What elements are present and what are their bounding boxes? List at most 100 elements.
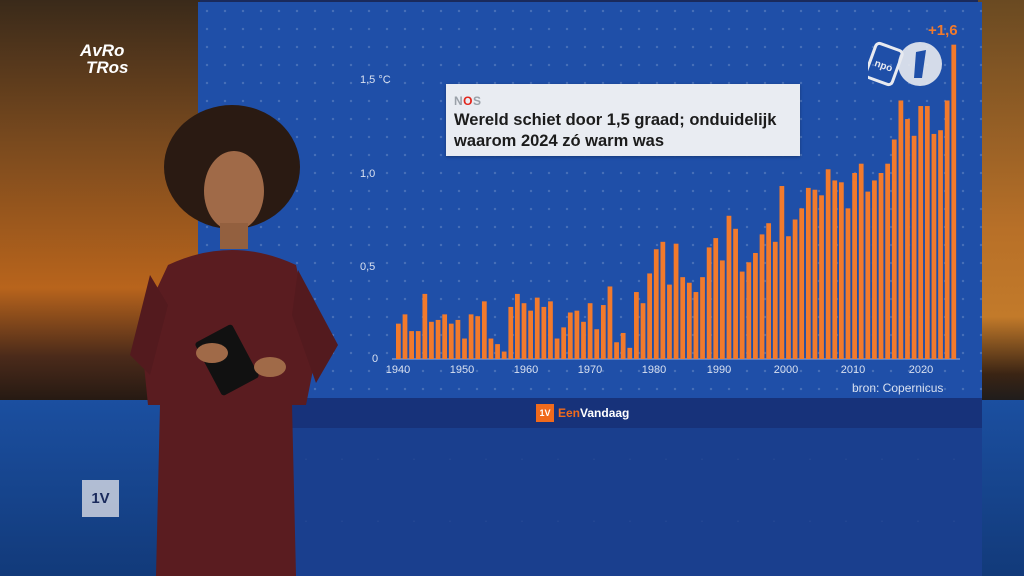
- bar-1947: [442, 314, 448, 359]
- bar-2017: [905, 119, 910, 359]
- bar-1981: [667, 284, 672, 359]
- y-tick-label: 0: [372, 353, 379, 365]
- eenvandaag-logo-text: EenVandaag: [558, 406, 630, 420]
- bar-1998: [779, 186, 785, 359]
- bar-2024: [951, 44, 957, 359]
- bar-1991: [733, 228, 738, 359]
- bar-2016: [898, 100, 904, 360]
- bar-2008: [845, 208, 851, 359]
- bar-2011: [865, 191, 871, 359]
- programme-bar: [198, 398, 982, 428]
- bar-1967: [574, 310, 580, 359]
- bar-1976: [634, 292, 639, 359]
- bar-1951: [468, 314, 474, 359]
- bar-1959: [521, 303, 527, 359]
- bar-1944: [422, 293, 428, 359]
- bar-1953: [481, 301, 487, 359]
- bar-2007: [838, 182, 844, 359]
- bar-1956: [501, 351, 507, 359]
- bar-1952: [475, 316, 481, 359]
- bar-1969: [587, 303, 593, 359]
- presenter: [130, 105, 338, 576]
- bar-2002: [805, 187, 811, 359]
- bar-2006: [832, 180, 838, 359]
- bar-1955: [495, 344, 500, 359]
- bar-1949: [455, 319, 461, 359]
- bar-1994: [753, 252, 758, 359]
- bar-2009: [852, 173, 857, 359]
- x-tick-label: 1960: [513, 364, 539, 376]
- bar-1983: [680, 277, 686, 359]
- bar-1943: [415, 331, 421, 359]
- bar-2005: [825, 169, 831, 359]
- bar-1980: [660, 241, 666, 359]
- eenvandaag-logo: 1V EenVandaag: [536, 402, 629, 424]
- x-tick-label: 2000: [773, 364, 799, 376]
- bar-1961: [534, 297, 540, 359]
- bar-2015: [891, 139, 897, 359]
- bar-1995: [759, 234, 765, 359]
- nos-logo: NOS: [454, 94, 482, 108]
- bar-1968: [581, 321, 586, 359]
- latest-value-annotation: +1,6: [928, 22, 958, 39]
- bar-1987: [706, 247, 712, 359]
- headline-text: Wereld schiet door 1,5 graad; onduidelij…: [454, 111, 777, 150]
- bar-1958: [515, 293, 520, 359]
- bar-1962: [541, 306, 547, 359]
- bar-1966: [567, 312, 573, 359]
- bar-1971: [600, 305, 606, 359]
- bar-1960: [528, 310, 533, 359]
- x-tick-label: 1980: [641, 364, 667, 376]
- bar-1941: [402, 314, 408, 359]
- avrotros-logo: AvRo TRos: [80, 41, 129, 77]
- bar-1973: [614, 342, 619, 359]
- bar-1999: [786, 236, 791, 359]
- bar-2023: [944, 100, 950, 360]
- bar-2018: [911, 135, 917, 359]
- bar-1957: [508, 306, 514, 359]
- studio-floor-right: [978, 400, 1024, 576]
- bar-2020: [924, 106, 930, 359]
- bar-1996: [766, 223, 772, 359]
- bar-1964: [554, 338, 560, 359]
- bar-2019: [918, 106, 924, 359]
- bar-1986: [700, 277, 705, 359]
- bar-1989: [719, 260, 725, 359]
- bar-2010: [858, 163, 864, 359]
- bar-1946: [435, 319, 441, 359]
- bar-1975: [627, 347, 633, 359]
- bar-1948: [448, 323, 454, 359]
- bar-2014: [885, 163, 891, 359]
- source-label: bron: Copernicus: [852, 381, 944, 395]
- channel-bug-1v: 1V: [82, 480, 119, 517]
- bar-1985: [693, 292, 699, 359]
- x-tick-label: 2020: [908, 364, 934, 376]
- bar-1984: [686, 282, 692, 359]
- x-tick-label: 1970: [577, 364, 603, 376]
- npo1-logo: npo: [868, 41, 942, 87]
- bar-1988: [713, 238, 719, 359]
- eenvandaag-logo-box: 1V: [536, 404, 554, 422]
- bar-2001: [799, 208, 805, 359]
- bar-1978: [647, 273, 653, 359]
- bar-2003: [812, 189, 818, 359]
- bar-1950: [462, 338, 467, 359]
- bar-1977: [640, 303, 646, 359]
- bar-1982: [673, 243, 679, 359]
- headline-card: NOS Wereld schiet door 1,5 graad; onduid…: [446, 84, 800, 156]
- x-tick-label: 1950: [449, 364, 475, 376]
- bar-2004: [819, 195, 824, 359]
- bar-1970: [594, 329, 600, 359]
- bar-1993: [746, 262, 752, 359]
- bar-1942: [409, 331, 414, 359]
- svg-text:npo: npo: [873, 58, 894, 75]
- x-tick-label: 1940: [385, 364, 411, 376]
- bar-1940: [396, 323, 401, 359]
- y-tick-label: 1,0: [360, 168, 376, 180]
- bar-1972: [607, 286, 613, 359]
- y-tick-label: 1,5 °C: [360, 74, 391, 86]
- x-tick-label: 1990: [706, 364, 732, 376]
- y-tick-label: 0,5: [360, 261, 376, 273]
- bar-1963: [548, 301, 553, 359]
- bar-1974: [620, 332, 626, 359]
